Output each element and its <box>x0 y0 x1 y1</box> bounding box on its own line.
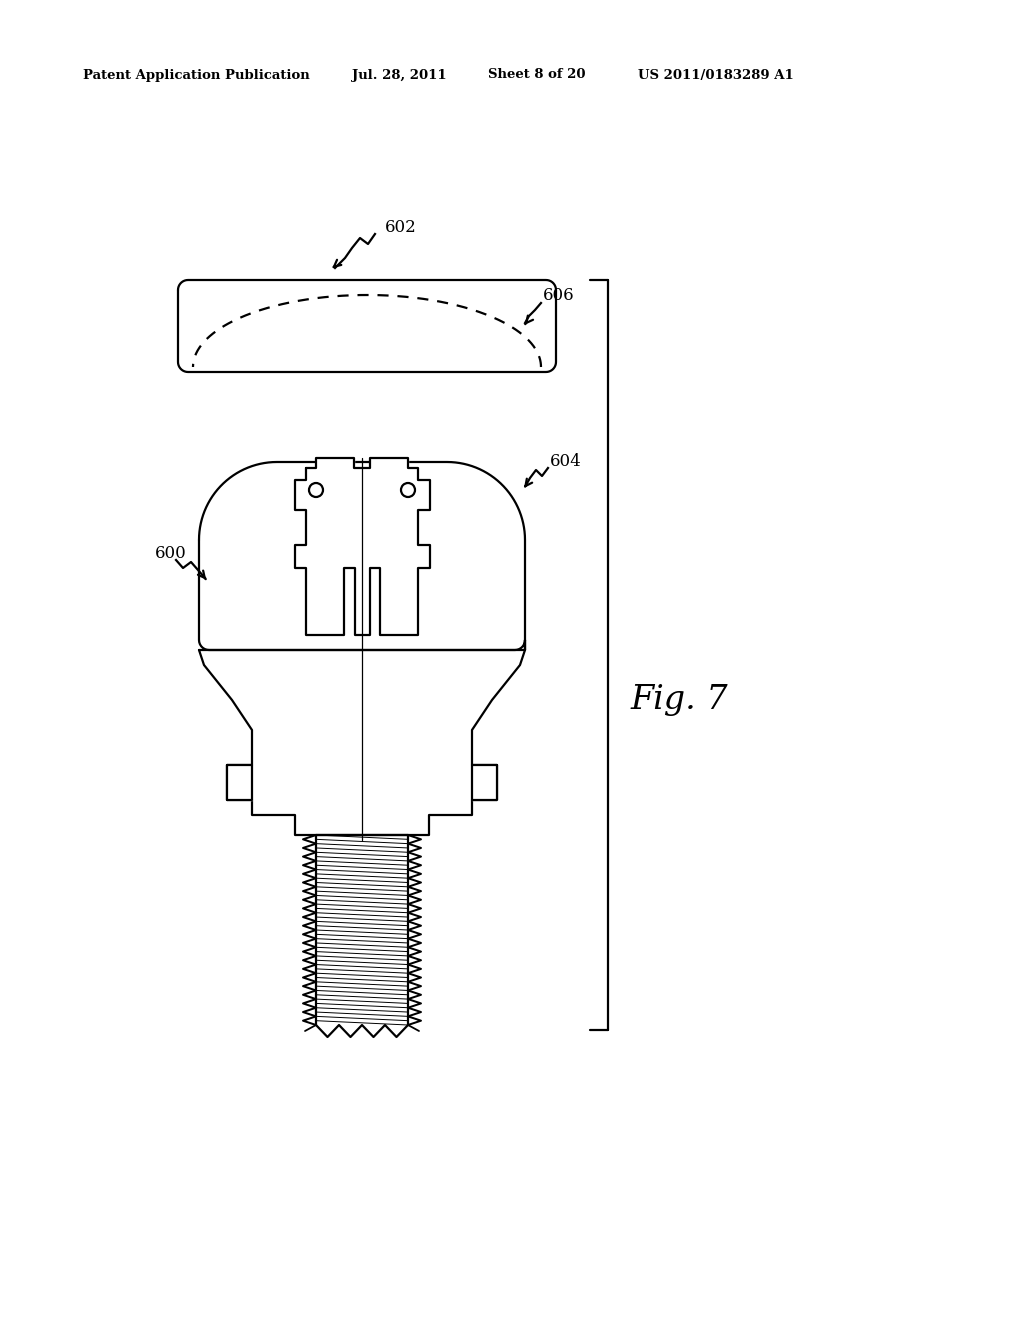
Text: 602: 602 <box>385 219 417 236</box>
Polygon shape <box>199 649 525 836</box>
Text: Fig. 7: Fig. 7 <box>630 684 728 715</box>
Polygon shape <box>227 766 252 800</box>
Polygon shape <box>178 280 556 372</box>
Text: 600: 600 <box>155 544 186 561</box>
Circle shape <box>401 483 415 498</box>
Polygon shape <box>472 766 497 800</box>
Text: Jul. 28, 2011: Jul. 28, 2011 <box>352 69 446 82</box>
Polygon shape <box>316 836 408 1026</box>
Text: Patent Application Publication: Patent Application Publication <box>83 69 309 82</box>
Polygon shape <box>199 462 525 649</box>
Text: US 2011/0183289 A1: US 2011/0183289 A1 <box>638 69 794 82</box>
Text: 606: 606 <box>543 288 574 305</box>
Polygon shape <box>295 458 430 635</box>
Text: Sheet 8 of 20: Sheet 8 of 20 <box>488 69 586 82</box>
Circle shape <box>309 483 323 498</box>
Text: 604: 604 <box>550 454 582 470</box>
